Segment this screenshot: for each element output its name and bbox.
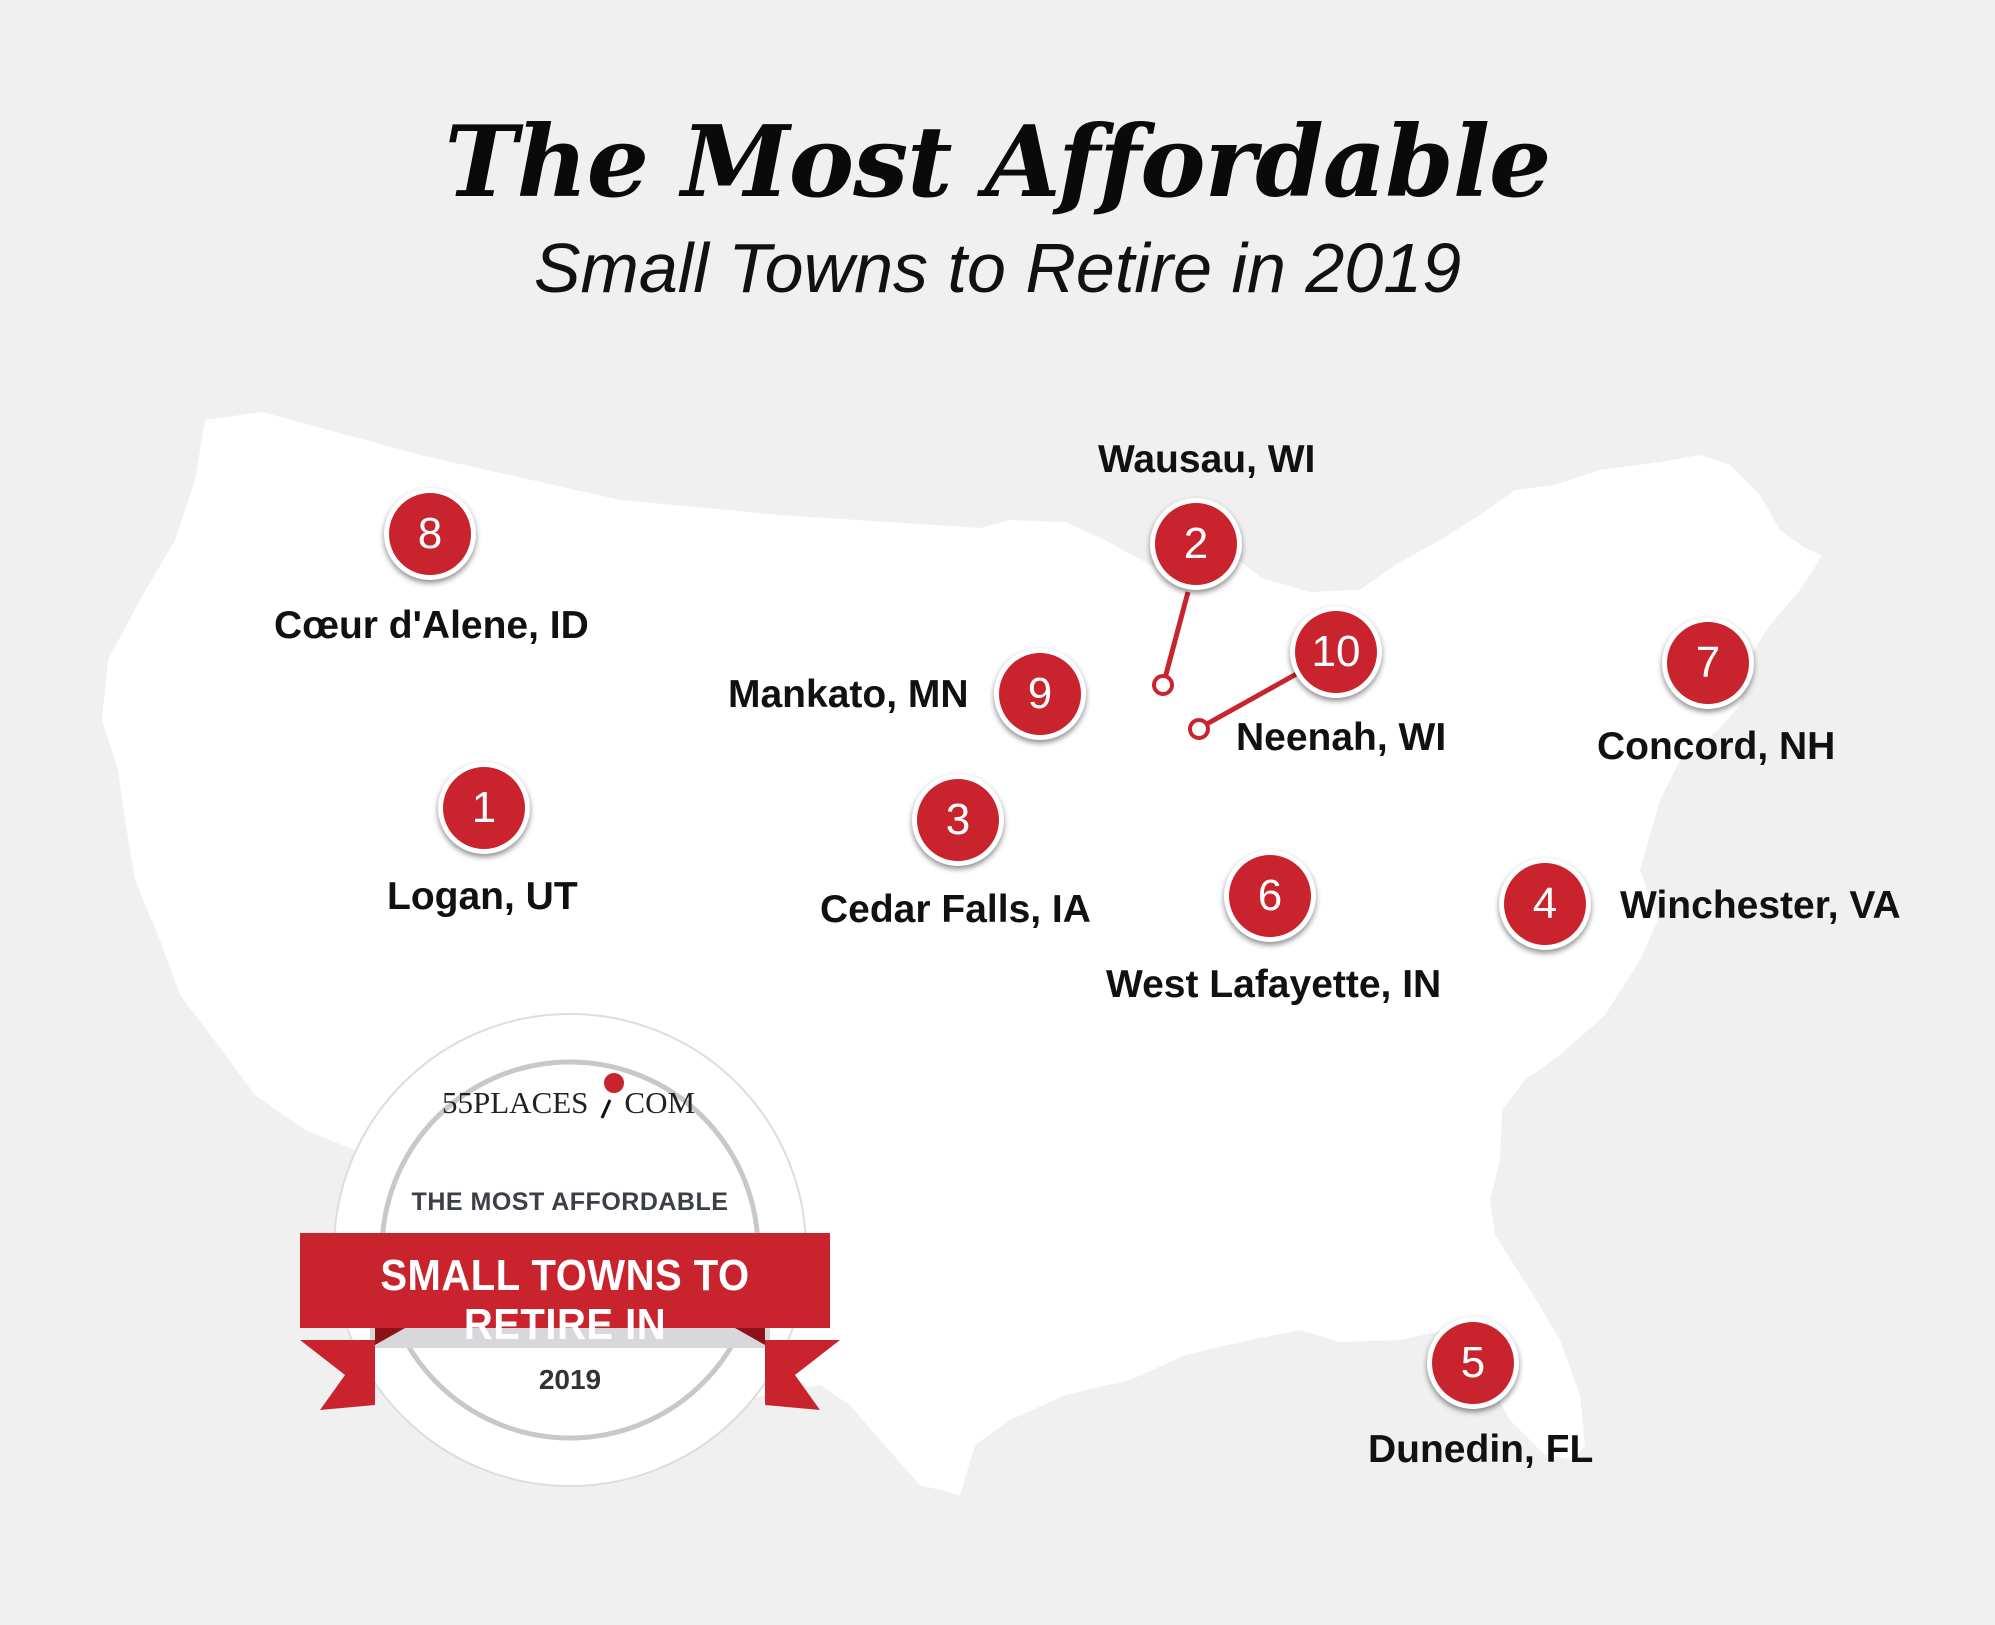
marker-rank-7[interactable]: 7 [1662,617,1754,709]
marker-rank-1[interactable]: 1 [438,762,530,854]
location-dot-wausau [1152,674,1174,696]
city-label-wausau: Wausau, WI [1098,438,1316,481]
marker-rank-3[interactable]: 3 [912,774,1004,866]
city-label-mankato: Mankato, MN [728,673,969,716]
city-label-concord: Concord, NH [1597,725,1836,768]
connector-line-wausau [1161,591,1191,683]
marker-rank-10[interactable]: 10 [1290,606,1382,698]
city-label-west-lafayette: West Lafayette, IN [1106,963,1442,1006]
badge-logo-left: 55PLACES [442,1085,589,1120]
page-title: The Most Affordable [444,105,1552,220]
badge-banner-text: SMALL TOWNS TO RETIRE IN [380,1252,750,1349]
badge-year: 2019 [538,1364,602,1395]
city-label-logan: Logan, UT [387,875,578,918]
marker-rank-8[interactable]: 8 [384,488,476,580]
badge-top-text: THE MOST AFFORDABLE [411,1188,729,1216]
city-label-cedar-falls: Cedar Falls, IA [820,888,1091,931]
page-subtitle: Small Towns to Retire in 2019 [533,229,1462,307]
marker-rank-2[interactable]: 2 [1150,498,1242,590]
badge-logo-right: COM [624,1085,696,1120]
city-label-winchester: Winchester, VA [1620,884,1901,927]
badge-logo: 55PLACES COM [442,1085,695,1121]
badge-graphic [300,1013,840,1487]
city-label-dunedin: Dunedin, FL [1368,1428,1594,1471]
marker-rank-5[interactable]: 5 [1427,1317,1519,1409]
location-dot-neenah [1188,718,1210,740]
marker-rank-6[interactable]: 6 [1224,850,1316,942]
connector-line-neenah [1203,669,1302,728]
marker-rank-4[interactable]: 4 [1499,858,1591,950]
city-label-neenah: Neenah, WI [1236,716,1447,759]
marker-rank-9[interactable]: 9 [994,648,1086,740]
city-label-coeur-dalene: Cœur d'Alene, ID [274,604,589,647]
